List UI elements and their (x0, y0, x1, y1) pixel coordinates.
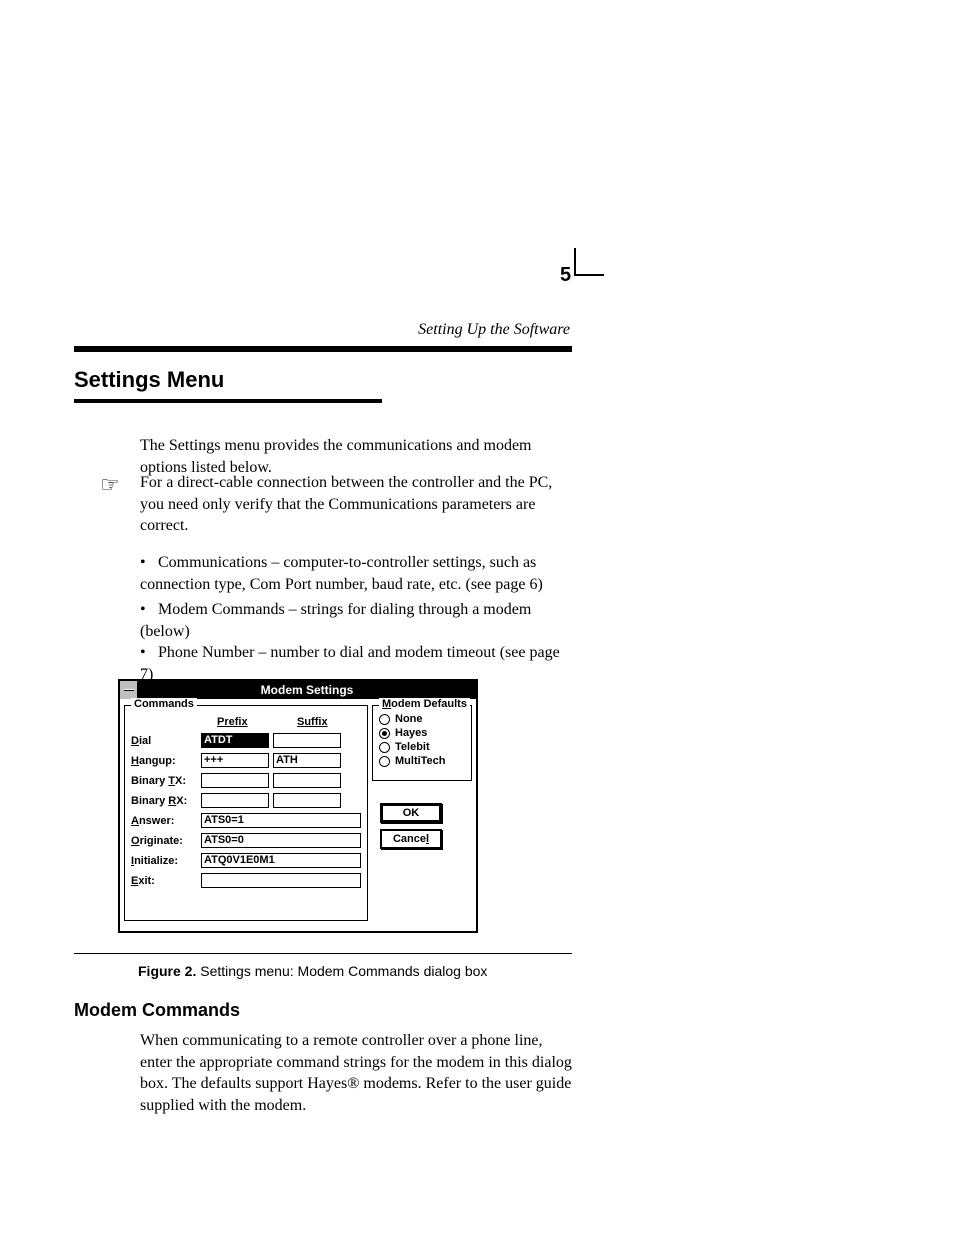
binary-tx-suffix-input[interactable] (273, 773, 341, 788)
hangup-label: Hangup: (131, 755, 201, 767)
dial-suffix-input[interactable] (273, 733, 341, 748)
running-caption: Setting Up the Software (380, 321, 570, 339)
initialize-input[interactable]: ATQ0V1E0M1 (201, 853, 361, 868)
hangup-prefix-input[interactable]: +++ (201, 753, 269, 768)
binary-rx-suffix-input[interactable] (273, 793, 341, 808)
originate-input[interactable]: ATS0=0 (201, 833, 361, 848)
binary-rx-label: Binary RX: (131, 795, 201, 807)
bullet-item: •Communications – computer-to-controller… (140, 552, 572, 595)
modem-defaults-legend: Modem Defaults (379, 698, 470, 710)
commands-groupbox: Commands Prefix Suffix Dial ATDT Hangup:… (124, 705, 368, 921)
page-number: 5 (560, 264, 580, 287)
binary-tx-prefix-input[interactable] (201, 773, 269, 788)
initialize-label: Initialize: (131, 855, 201, 867)
hangup-suffix-input[interactable]: ATH (273, 753, 341, 768)
cancel-button[interactable]: Cancel (380, 829, 442, 849)
dialog-title: Modem Settings (138, 683, 476, 697)
modem-settings-dialog: Modem Settings Commands Prefix Suffix Di… (118, 679, 478, 933)
commands-legend: Commands (131, 698, 197, 710)
modem-default-radio[interactable]: Hayes (373, 726, 471, 740)
answer-label: Answer: (131, 815, 201, 827)
prefix-header: Prefix (217, 716, 248, 728)
binary-rx-prefix-input[interactable] (201, 793, 269, 808)
dial-label: Dial (131, 735, 201, 747)
modem-default-radio[interactable]: None (373, 712, 471, 726)
modem-commands-paragraph: When communicating to a remote controlle… (140, 1030, 572, 1116)
bullet-item: •Modem Commands – strings for dialing th… (140, 599, 572, 642)
note-icon: ☞ (100, 472, 120, 498)
suffix-header: Suffix (297, 716, 328, 728)
modem-defaults-groupbox: Modem Defaults NoneHayesTelebitMultiTech (372, 705, 472, 781)
exit-input[interactable] (201, 873, 361, 888)
modem-default-radio[interactable]: MultiTech (373, 754, 471, 768)
subsection-heading: Modem Commands (74, 1000, 572, 1021)
figure-caption: Figure 2. Settings menu: Modem Commands … (138, 963, 570, 979)
answer-input[interactable]: ATS0=1 (201, 813, 361, 828)
section-heading: Settings Menu (74, 367, 572, 393)
originate-label: Originate: (131, 835, 201, 847)
binary-tx-label: Binary TX: (131, 775, 201, 787)
dial-prefix-input[interactable]: ATDT (201, 733, 269, 748)
system-menu-button[interactable] (120, 681, 138, 699)
note-paragraph: For a direct-cable connection between th… (140, 472, 572, 537)
ok-button[interactable]: OK (380, 803, 442, 823)
modem-default-radio[interactable]: Telebit (373, 740, 471, 754)
exit-label: Exit: (131, 875, 201, 887)
